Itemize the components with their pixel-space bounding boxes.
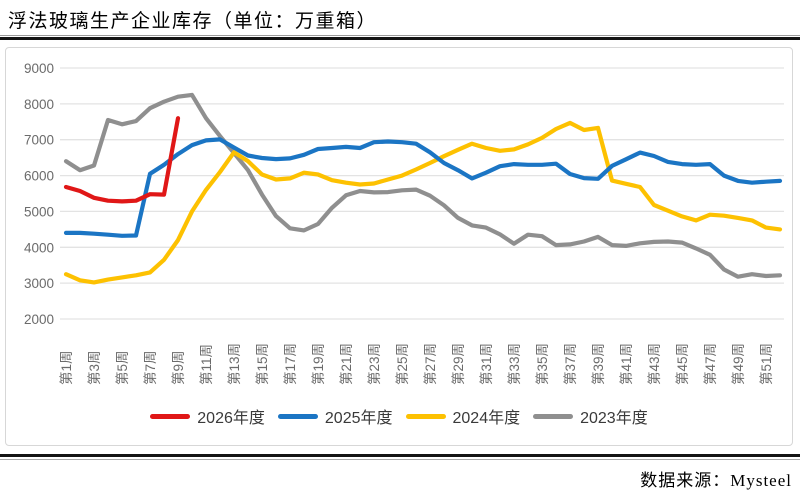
x-axis-label: 第35周 xyxy=(534,343,550,385)
legend-item-2023年度: 2023年度 xyxy=(533,404,648,428)
legend-swatch xyxy=(150,413,191,419)
y-axis-label: 9000 xyxy=(24,61,54,76)
x-axis-label: 第51周 xyxy=(758,343,774,385)
x-axis-label: 第47周 xyxy=(702,343,718,385)
x-axis-label: 第41周 xyxy=(618,343,634,385)
x-axis-label: 第43周 xyxy=(646,343,662,385)
header-rule-thin xyxy=(0,35,800,36)
legend-item-2025年度: 2025年度 xyxy=(277,404,393,428)
x-axis-label: 第1周 xyxy=(58,350,74,385)
footer-rule-thick xyxy=(0,454,800,457)
series-line-2025年度 xyxy=(63,137,783,238)
series-line-2023年度 xyxy=(63,92,783,279)
x-axis-label: 第37周 xyxy=(562,343,578,385)
x-axis-label: 第19周 xyxy=(310,343,326,385)
legend-label: 2024年度 xyxy=(452,410,521,427)
legend-label: 2023年度 xyxy=(580,410,648,427)
legend-swatch xyxy=(277,413,318,419)
legend-label: 2025年度 xyxy=(324,410,393,427)
x-axis-label: 第27周 xyxy=(422,343,438,385)
x-axis-label: 第21周 xyxy=(338,343,354,385)
y-axis-label: 8000 xyxy=(24,97,54,112)
y-axis-label: 3000 xyxy=(24,276,54,291)
legend-label: 2026年度 xyxy=(197,410,265,427)
series-line-2026年度 xyxy=(63,116,181,204)
x-axis-label: 第33周 xyxy=(506,343,522,385)
chart-legend: 2026年度 2025年度 2024年度 2023年度 xyxy=(6,404,792,428)
x-axis-label: 第13周 xyxy=(226,343,242,385)
x-axis-label: 第11周 xyxy=(198,344,214,385)
x-axis-label: 第23周 xyxy=(366,343,382,385)
x-axis-label: 第29周 xyxy=(450,343,466,385)
x-axis-label: 第3周 xyxy=(86,350,102,385)
x-axis-label: 第49周 xyxy=(730,343,746,385)
page-title: 浮法玻璃生产企业库存（单位：万重箱） xyxy=(8,11,378,32)
y-axis-label: 7000 xyxy=(24,133,54,148)
chart-card: 9000 8000 7000 6000 5000 4000 3000 2000 第1周 第3周 第5… xyxy=(5,47,793,446)
x-axis-label: 第5周 xyxy=(114,350,130,385)
x-axis-label: 第45周 xyxy=(674,343,690,385)
y-axis-label: 2000 xyxy=(24,312,54,327)
x-axis-label: 第31周 xyxy=(478,343,494,385)
x-axis-label: 第15周 xyxy=(254,343,270,385)
data-source: 数据来源：Mysteel xyxy=(640,471,792,490)
legend-swatch xyxy=(533,413,574,419)
x-axis-label: 第39周 xyxy=(590,343,606,385)
y-axis-label: 5000 xyxy=(24,204,54,219)
footer-rule-thin xyxy=(0,459,800,460)
y-axis-label: 4000 xyxy=(24,240,54,255)
x-axis-label: 第17周 xyxy=(282,343,298,385)
y-axis-label: 6000 xyxy=(24,169,54,184)
legend-swatch xyxy=(405,413,446,419)
x-axis-label: 第7周 xyxy=(142,350,158,385)
legend-item-2024年度: 2024年度 xyxy=(405,404,521,428)
series-line-2024年度 xyxy=(63,120,783,285)
x-axis-label: 第25周 xyxy=(394,343,410,385)
x-axis-label: 第9周 xyxy=(170,350,186,385)
header-rule-thick xyxy=(0,37,800,40)
legend-item-2026年度: 2026年度 xyxy=(150,404,265,428)
